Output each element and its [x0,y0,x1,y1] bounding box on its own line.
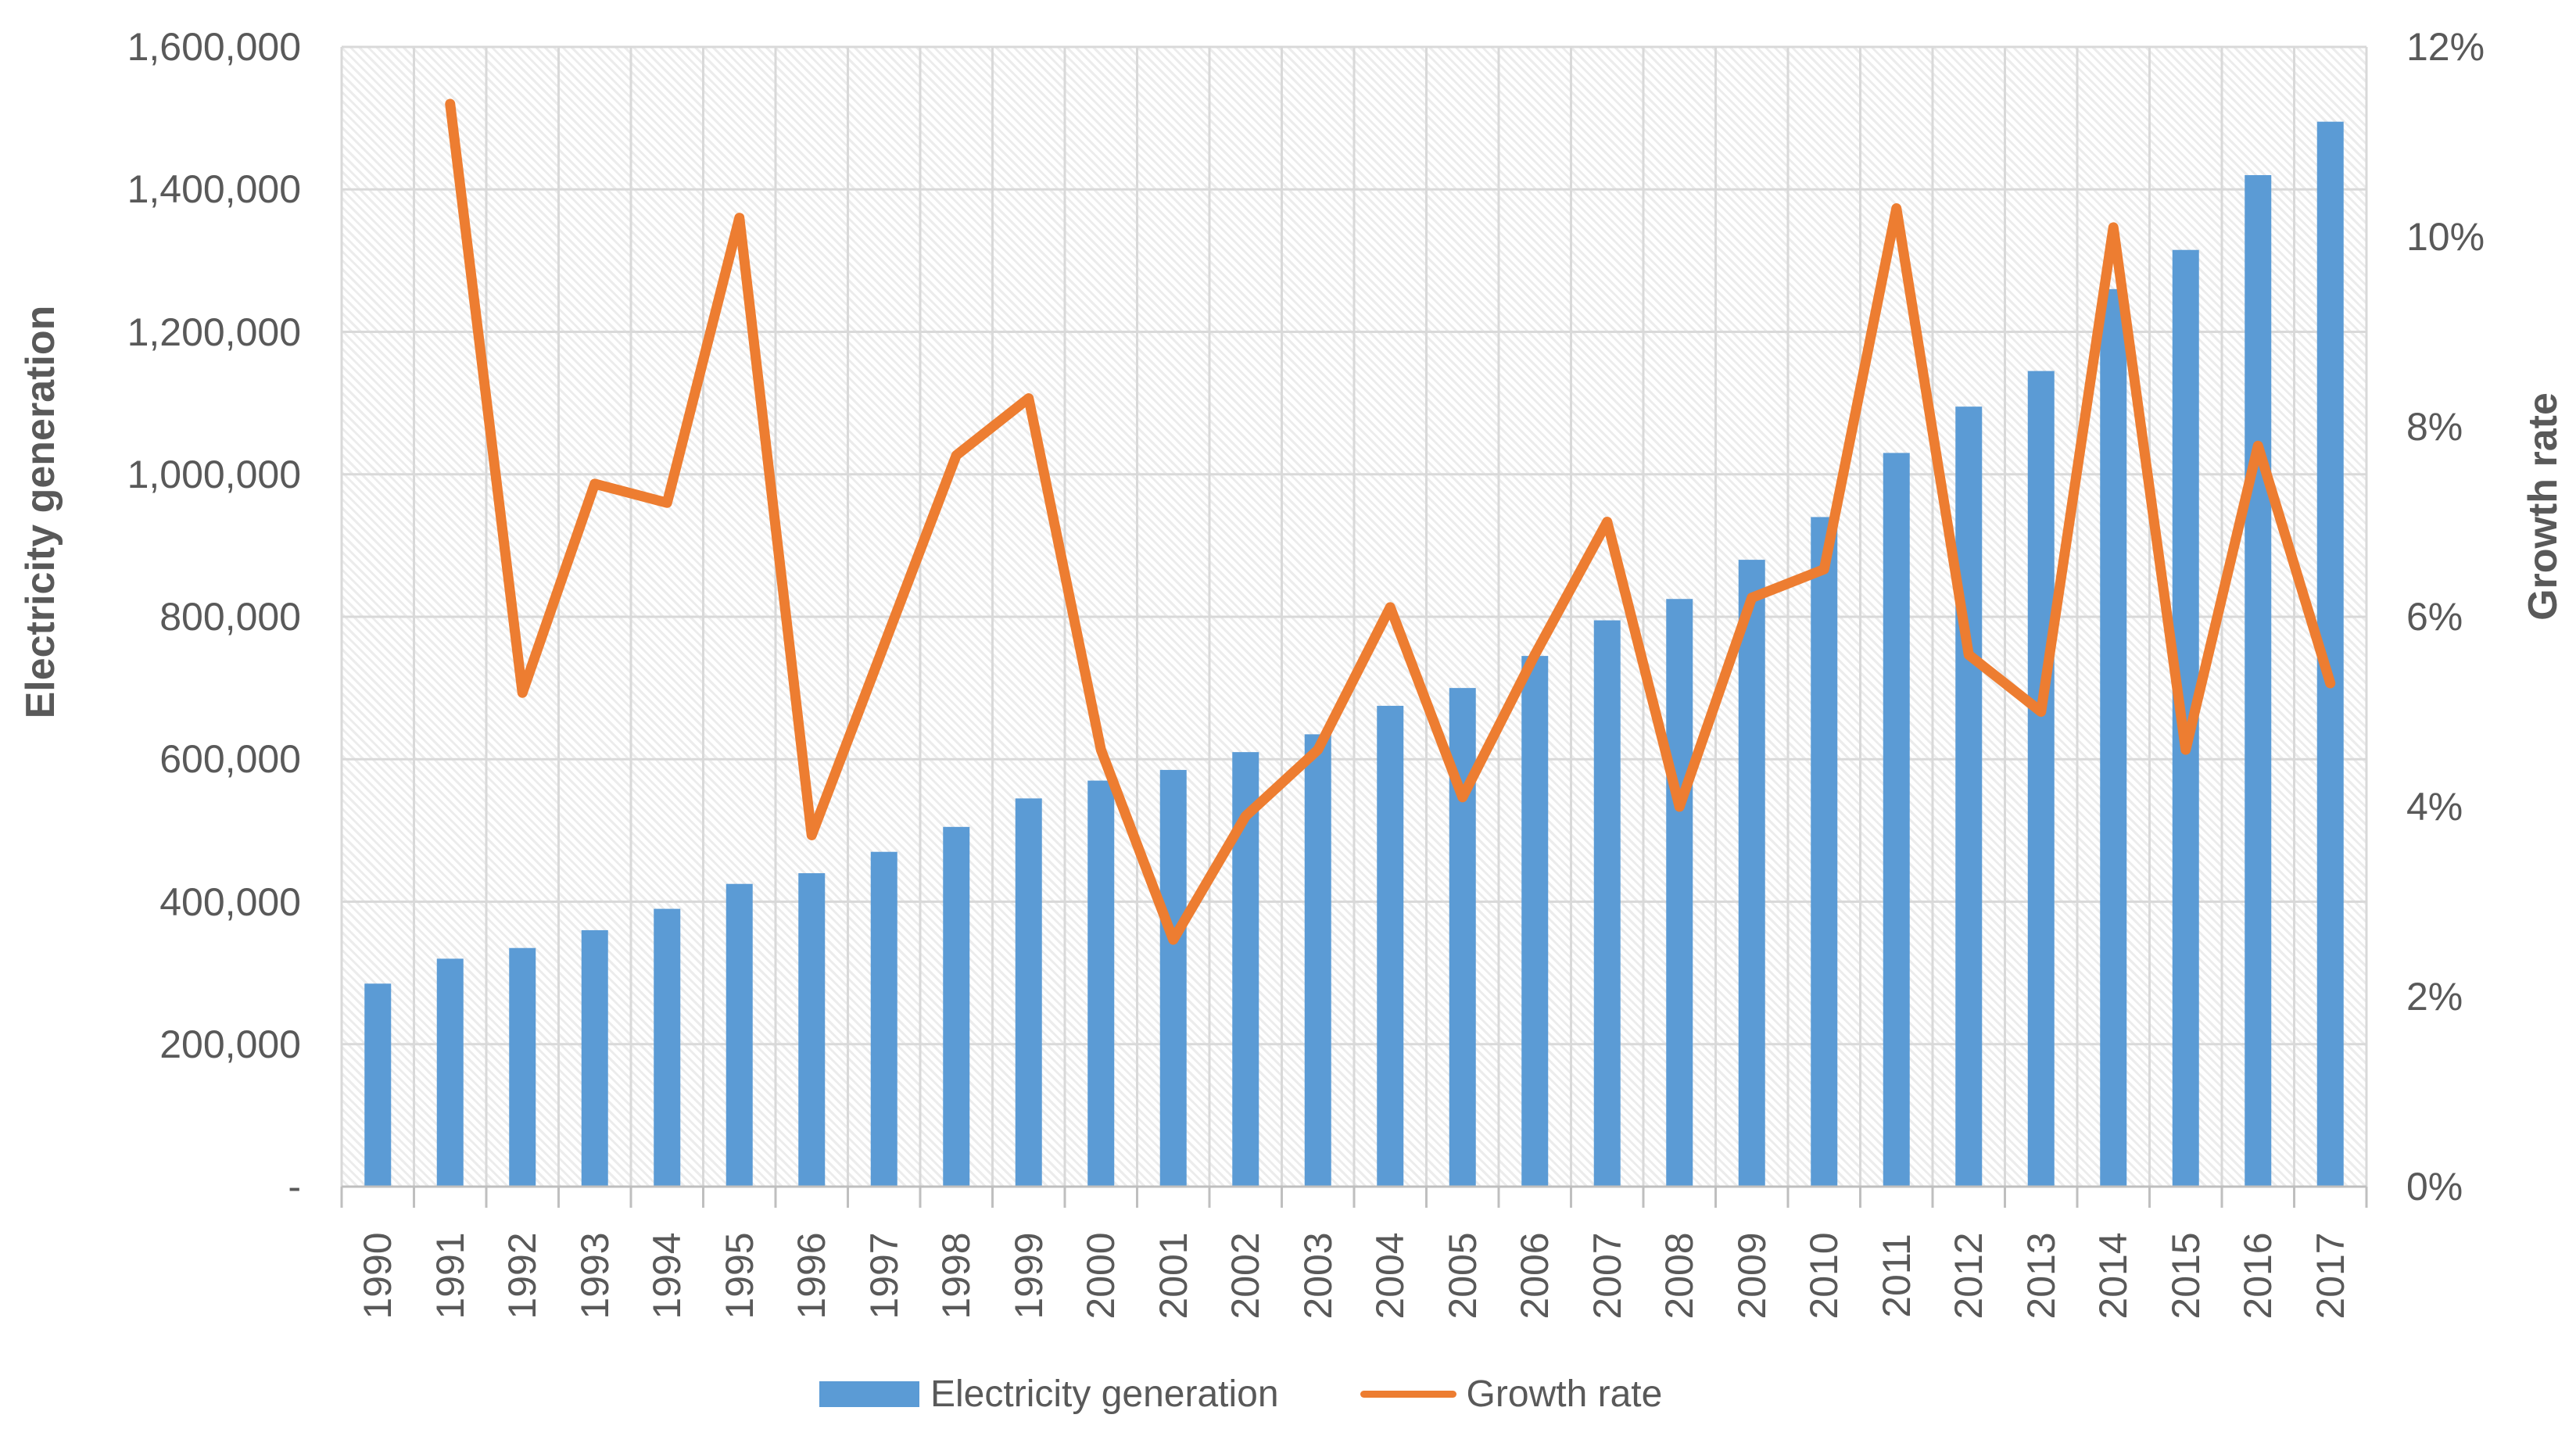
legend-label-electricity-generation: Electricity generation [930,1373,1279,1415]
bar-1996 [798,873,826,1187]
bar-2008 [1666,599,1693,1187]
bar-1994 [654,908,681,1187]
growth-rate-line [445,98,2336,945]
bar-2007 [1593,620,1621,1187]
left-axis-title: Electricity generation [18,305,63,719]
bar-1999 [1015,798,1042,1187]
legend: Electricity generation Growth rate [819,1373,1662,1416]
bar-2000 [1087,780,1115,1187]
bar-2014 [2100,288,2127,1187]
bar-2004 [1377,705,1404,1187]
bar-2006 [1521,656,1549,1187]
bar-2001 [1159,769,1187,1187]
electricity-generation-swatch-icon [819,1381,919,1407]
bar-2012 [1955,406,1983,1187]
bar-2003 [1304,734,1331,1187]
bar-2013 [2027,371,2055,1187]
bar-1998 [943,826,970,1187]
bar-1991 [436,958,464,1187]
bar-1997 [870,851,897,1187]
bar-1995 [726,883,753,1187]
bar-2010 [1811,517,1838,1187]
right-axis-title: Growth rate [2520,392,2566,621]
bar-1990 [364,983,392,1187]
legend-label-growth-rate: Growth rate [1466,1373,1663,1415]
bar-2011 [1883,453,1910,1187]
bar-2016 [2245,175,2272,1187]
growth-rate-line-swatch-icon [1360,1391,1456,1398]
bar-2009 [1738,560,1765,1187]
bar-1992 [509,947,536,1187]
bar-1993 [581,929,608,1187]
